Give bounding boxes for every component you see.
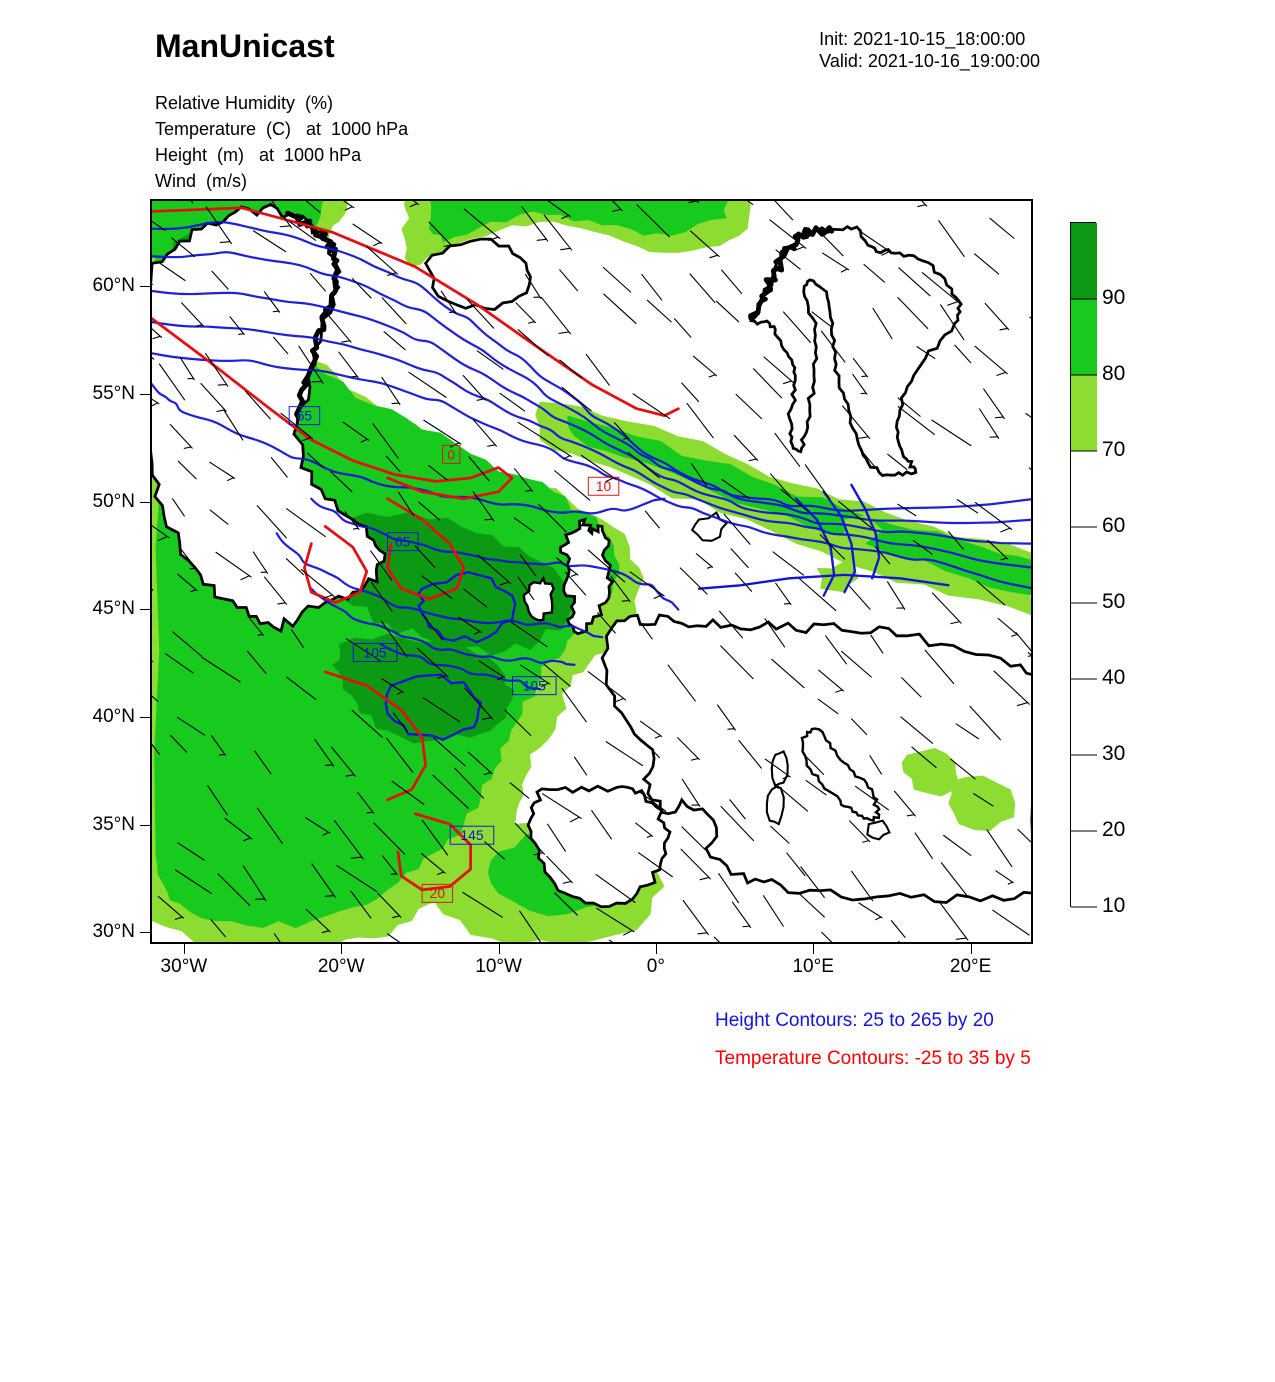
svg-text:145: 145	[460, 827, 483, 843]
svg-text:20: 20	[430, 885, 446, 901]
svg-text:65: 65	[395, 533, 411, 549]
svg-text:0: 0	[447, 446, 455, 462]
svg-text:105: 105	[523, 678, 546, 694]
svg-text:10: 10	[596, 478, 612, 494]
svg-text:65: 65	[297, 407, 313, 423]
svg-text:105: 105	[364, 644, 387, 660]
